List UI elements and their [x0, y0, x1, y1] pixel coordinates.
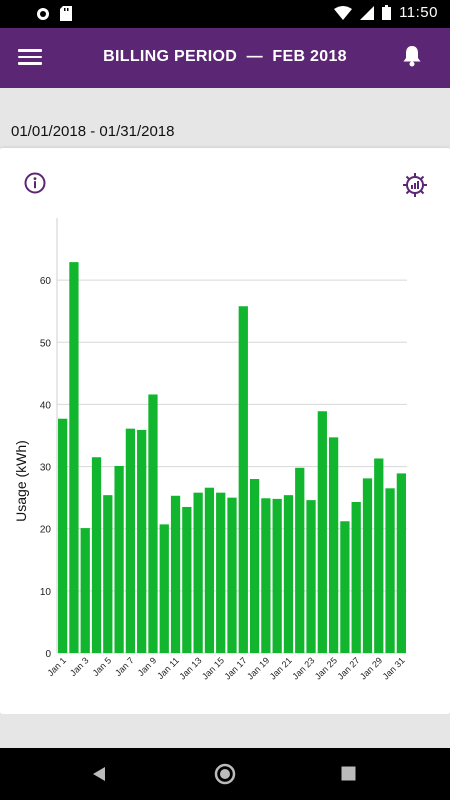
usage-bar[interactable] — [272, 498, 282, 653]
nav-home-button[interactable] — [214, 763, 236, 790]
usage-bar[interactable] — [396, 473, 406, 653]
usage-bar[interactable] — [80, 528, 90, 653]
usage-bar[interactable] — [193, 492, 203, 653]
y-tick-label: 10 — [40, 587, 52, 598]
home-circle-icon — [214, 763, 236, 785]
nav-recents-button[interactable] — [341, 766, 356, 786]
usage-bar[interactable] — [374, 458, 384, 653]
x-tick-label: Jan 29 — [358, 655, 384, 681]
usage-bar[interactable] — [238, 306, 248, 653]
x-tick-label: Jan 25 — [313, 655, 339, 681]
x-tick-label: Jan 5 — [91, 655, 114, 678]
usage-bar[interactable] — [159, 524, 169, 653]
usage-bar[interactable] — [295, 467, 305, 653]
notifications-button[interactable] — [402, 45, 424, 69]
x-tick-label: Jan 31 — [381, 655, 407, 681]
app-bar: BILLING PERIOD — FEB 2018 — [0, 28, 450, 88]
wifi-icon — [334, 5, 353, 20]
usage-bar[interactable] — [148, 394, 158, 653]
usage-bar[interactable] — [351, 501, 361, 653]
y-tick-label: 50 — [40, 338, 52, 349]
usage-bar[interactable] — [170, 495, 181, 653]
usage-bar[interactable] — [328, 437, 339, 653]
bottom-spacer — [0, 714, 450, 748]
usage-bar[interactable] — [58, 418, 68, 653]
hamburger-menu-icon — [18, 49, 42, 65]
back-triangle-icon — [93, 767, 105, 781]
bell-icon — [403, 46, 421, 67]
page-title: BILLING PERIOD — FEB 2018 — [103, 48, 347, 65]
usage-bar[interactable] — [340, 521, 350, 653]
info-circle-icon — [24, 172, 46, 194]
x-tick-label: Jan 15 — [200, 655, 226, 681]
x-tick-label: Jan 21 — [268, 655, 294, 681]
system-navigation-bar — [0, 748, 450, 800]
usage-bar[interactable] — [91, 457, 102, 653]
billing-date-strip: 01/01/2018 - 01/31/2018 — [0, 88, 450, 148]
usage-bar[interactable] — [249, 479, 260, 653]
usage-bar[interactable] — [182, 506, 192, 653]
circle-status-icon — [37, 7, 49, 20]
info-button[interactable] — [24, 172, 46, 194]
usage-bar[interactable] — [227, 497, 237, 653]
usage-bar[interactable] — [261, 498, 271, 653]
x-tick-label: Jan 11 — [155, 655, 181, 681]
x-tick-label: Jan 23 — [290, 655, 316, 681]
chart-settings-button[interactable] — [402, 172, 428, 198]
usage-bar[interactable] — [385, 488, 395, 653]
x-tick-label: Jan 3 — [68, 655, 91, 678]
sd-card-icon — [60, 6, 72, 21]
y-tick-label: 0 — [45, 649, 51, 660]
usage-bar[interactable] — [103, 495, 113, 653]
x-tick-label: Jan 13 — [177, 655, 203, 681]
nav-back-button[interactable] — [92, 766, 106, 787]
x-tick-label: Jan 19 — [245, 655, 271, 681]
usage-bar[interactable] — [125, 428, 136, 653]
usage-bar[interactable] — [317, 411, 327, 653]
y-axis-label: Usage (kWh) — [13, 440, 29, 522]
status-bar: 11:50 — [0, 0, 450, 28]
status-time: 11:50 — [399, 4, 438, 21]
usage-bar[interactable] — [362, 478, 373, 653]
usage-bar[interactable] — [216, 492, 226, 653]
y-tick-label: 60 — [40, 276, 52, 287]
battery-icon — [382, 5, 392, 20]
y-tick-label: 30 — [40, 463, 52, 474]
x-tick-label: Jan 17 — [223, 655, 249, 681]
date-range-label: 01/01/2018 - 01/31/2018 — [11, 123, 175, 140]
y-tick-label: 20 — [40, 525, 52, 536]
y-tick-label: 40 — [40, 400, 52, 411]
chart-settings-gear-icon — [403, 173, 427, 197]
usage-bar[interactable] — [137, 429, 147, 653]
usage-bar[interactable] — [69, 262, 79, 653]
usage-bar[interactable] — [114, 465, 124, 653]
usage-bar[interactable] — [306, 500, 316, 653]
usage-bar[interactable] — [283, 495, 294, 653]
signal-icon — [360, 5, 375, 20]
x-tick-label: Jan 7 — [113, 655, 136, 678]
usage-bar[interactable] — [204, 487, 215, 653]
x-tick-label: Jan 27 — [335, 655, 361, 681]
menu-button[interactable] — [18, 46, 42, 70]
recents-square-icon — [341, 766, 356, 781]
